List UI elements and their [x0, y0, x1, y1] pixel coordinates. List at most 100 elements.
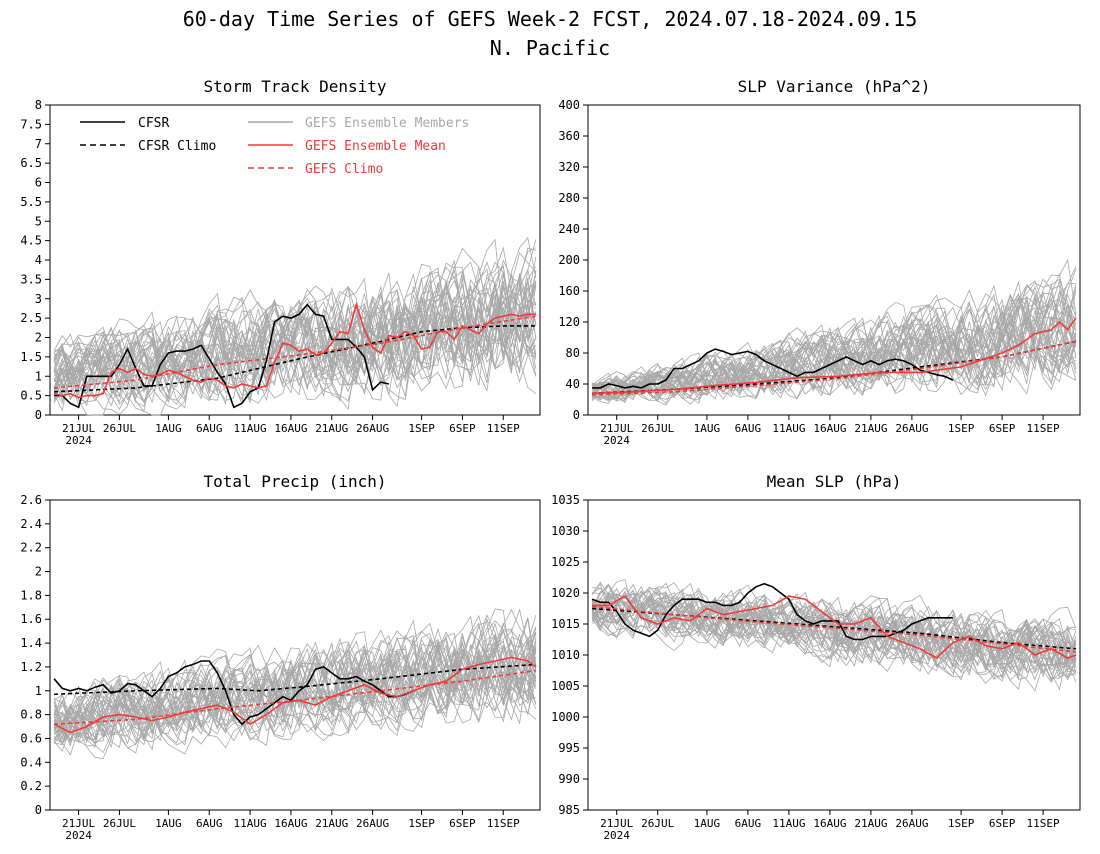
y-tick-label: 360: [558, 129, 580, 143]
legend-label-cfsr-climo: CFSR Climo: [138, 139, 216, 154]
ensemble-member-line: [53, 277, 537, 412]
y-tick-label: 1030: [551, 524, 580, 538]
ensemble-member-line: [53, 280, 537, 404]
x-tick-label: 6SEP: [449, 422, 476, 435]
x-tick-label: 21JUL: [62, 422, 95, 435]
x-year-label: 2024: [65, 829, 92, 842]
panel-slp-variance: SLP Variance (hPa^2) 0 40 80 120 160 200 240 28…: [558, 77, 1081, 447]
ensemble-member-line: [53, 281, 537, 393]
x-tick-label: 6AUG: [196, 422, 223, 435]
figure-title-line2: N. Pacific: [490, 36, 610, 60]
ensemble-member-line: [53, 247, 537, 402]
y-tick-label: 240: [558, 222, 580, 236]
y-tick-label: 0.5: [20, 389, 42, 403]
x-tick-label: 26JUL: [103, 422, 136, 435]
x-tick-label: 1AUG: [155, 817, 182, 830]
x-tick-label: 16AUG: [813, 817, 846, 830]
ensemble-member-line: [53, 614, 537, 744]
y-tick-label: 4: [35, 253, 42, 267]
ensemble-member-line: [53, 630, 537, 729]
y-tick-label: 2.5: [20, 311, 42, 325]
series-line-gefs-climo: [54, 669, 537, 725]
y-tick-label: 2.4: [20, 517, 42, 531]
x-tick-label: 21JUL: [600, 422, 633, 435]
x-tick-label: 6AUG: [735, 817, 762, 830]
series-line-cfsr-climo: [54, 325, 536, 393]
x-tick-label: 11SEP: [487, 817, 520, 830]
axes: 0 0.2 0.4 0.6 0.8 1 1.2 1.4 1.6 1.8 2 2.2 2.4 2.6 21JU…: [20, 493, 520, 842]
x-tick-label: 21AUG: [854, 817, 887, 830]
legend-label-cfsr: CFSR: [138, 116, 169, 131]
plot-frame: [49, 499, 541, 811]
y-tick-label: 4.5: [20, 234, 42, 248]
x-tick-label: 1SEP: [948, 817, 975, 830]
series-line-cfsr-climo: [592, 607, 1076, 650]
x-tick-label: 26AUG: [356, 422, 389, 435]
ensemble-member-line: [592, 297, 1077, 401]
legend-label-members: GEFS Ensemble Members: [305, 116, 469, 131]
ensemble-member-line: [53, 636, 537, 745]
x-tick-label: 21JUL: [600, 817, 633, 830]
y-tick-label: 0.6: [20, 731, 42, 745]
x-tick-label: 26JUL: [641, 817, 674, 830]
figure-title-line1: 60-day Time Series of GEFS Week-2 FCST, …: [183, 7, 918, 31]
y-tick-label: 2: [35, 331, 42, 345]
x-tick-label: 1SEP: [408, 817, 435, 830]
ensemble-member-line: [592, 297, 1077, 400]
y-tick-label: 1015: [551, 617, 580, 631]
ensemble-member-line: [53, 634, 537, 760]
series-line-gefs-ensemble-mean: [592, 317, 1077, 395]
y-tick-label: 1: [35, 684, 42, 698]
panel-title: SLP Variance (hPa^2): [738, 77, 931, 96]
x-tick-label: 1AUG: [694, 817, 721, 830]
x-tick-label: 21AUG: [315, 817, 348, 830]
x-tick-label: 11SEP: [1027, 817, 1060, 830]
x-tick-label: 6SEP: [989, 817, 1016, 830]
y-tick-label: 120: [558, 315, 580, 329]
ensemble-member-line: [53, 247, 537, 404]
y-tick-label: 1.5: [20, 350, 42, 364]
x-tick-label: 26JUL: [103, 817, 136, 830]
x-year-label: 2024: [603, 434, 630, 447]
x-tick-label: 6SEP: [449, 817, 476, 830]
x-tick-label: 1AUG: [155, 422, 182, 435]
y-tick-label: 990: [558, 772, 580, 786]
panel-title: Mean SLP (hPa): [767, 472, 902, 491]
y-tick-label: 0: [573, 408, 580, 422]
series-line-gefs-climo: [54, 315, 537, 389]
y-tick-label: 985: [558, 803, 580, 817]
x-tick-label: 21JUL: [62, 817, 95, 830]
series-line-gefs-climo: [592, 340, 1077, 396]
y-tick-label: 995: [558, 741, 580, 755]
y-tick-label: 1000: [551, 710, 580, 724]
x-tick-label: 1SEP: [408, 422, 435, 435]
series-lines: [53, 656, 537, 734]
y-tick-label: 3.5: [20, 272, 42, 286]
x-tick-label: 11AUG: [234, 817, 267, 830]
ensemble-member-line: [53, 247, 537, 412]
x-tick-label: 11AUG: [234, 422, 267, 435]
y-tick-label: 7.5: [20, 117, 42, 131]
y-tick-label: 1035: [551, 493, 580, 507]
ensemble-member-line: [53, 617, 537, 740]
y-tick-label: 0: [35, 408, 42, 422]
ensemble-member-line: [592, 304, 1077, 399]
ensemble-member-line: [591, 599, 1077, 675]
y-tick-label: 160: [558, 284, 580, 298]
series-line-cfsr: [591, 582, 953, 641]
ensemble-member-line: [592, 296, 1077, 402]
y-tick-label: 2.2: [20, 541, 42, 555]
panel-storm-track-density: Storm Track Density 0 0.5 1 1.5 2 2.5 3 3.5 4 4.5…: [20, 77, 541, 447]
ensemble-member-line: [592, 309, 1077, 402]
ensemble-member-line: [591, 582, 1077, 680]
ensemble-member-line: [53, 630, 537, 738]
ensemble-member-line: [53, 259, 537, 399]
x-tick-label: 6AUG: [196, 817, 223, 830]
y-tick-label: 80: [566, 346, 580, 360]
ensemble-member-line: [592, 292, 1077, 403]
ensemble-members: [53, 236, 537, 416]
series-line-gefs-climo: [592, 605, 1076, 653]
legend: CFSR CFSR Climo GEFS Ensemble Members GE…: [80, 116, 469, 177]
y-tick-label: 1005: [551, 679, 580, 693]
x-tick-label: 26AUG: [895, 817, 928, 830]
